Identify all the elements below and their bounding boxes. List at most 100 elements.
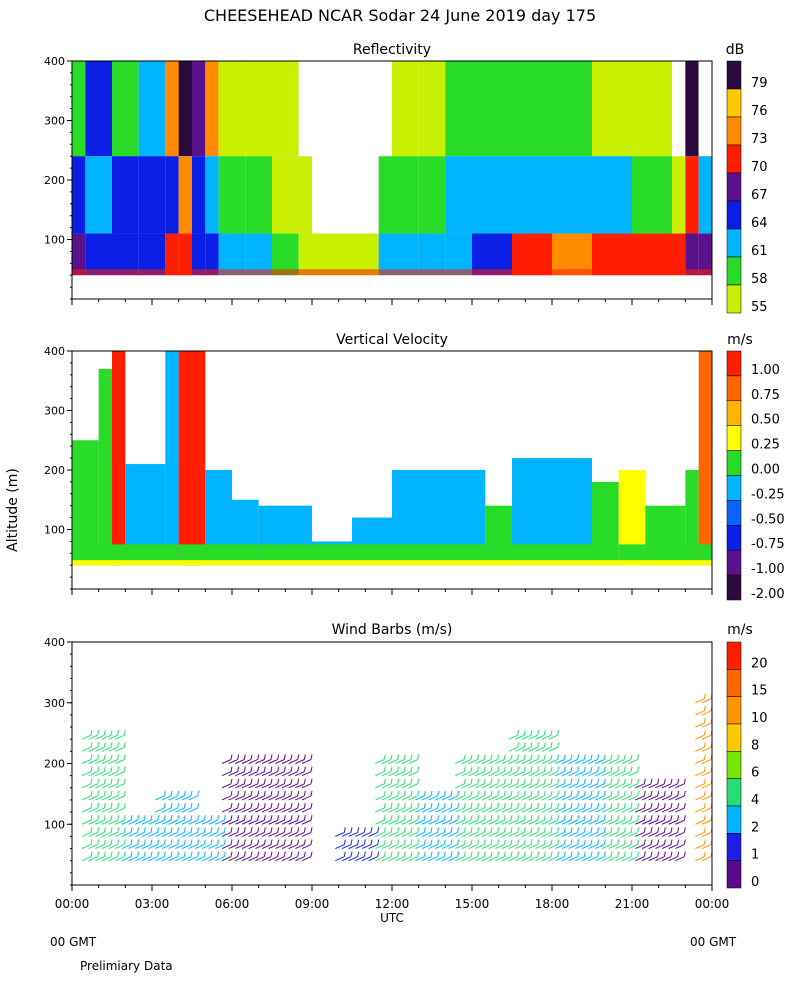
wind-barb [448, 831, 458, 837]
wind-barb [488, 795, 498, 801]
wind-barb [375, 856, 385, 862]
wind-barb-flag [530, 790, 533, 797]
wind-barb [608, 844, 618, 850]
velocity-low-layer [698, 544, 712, 566]
wind-barb-flag [670, 778, 673, 784]
wind-barb-flag [350, 839, 353, 845]
wind-barb [595, 795, 605, 801]
wind-barb-flag [243, 803, 246, 809]
wind-barb [621, 856, 632, 862]
wind-barb-flag [670, 803, 673, 809]
colorbar-swatch [726, 116, 742, 146]
wind-barb [388, 856, 398, 862]
wind-barb-flag [703, 778, 706, 784]
wind-barb-flag [703, 730, 706, 736]
wind-barb-flag [570, 754, 573, 760]
wind-barb-flag [643, 790, 646, 797]
wind-barb [155, 831, 165, 837]
wind-barb [601, 819, 612, 825]
wind-barb-flag [457, 790, 460, 797]
wind-barb [621, 795, 632, 801]
wind-barb [361, 831, 372, 837]
wind-barb [515, 856, 525, 862]
wind-barb-flag [303, 778, 306, 784]
reflectivity-band-top [192, 61, 206, 157]
wind-barb [295, 771, 305, 777]
wind-barb [535, 746, 545, 752]
wind-barb-flag [383, 766, 386, 772]
wind-barb-flag [230, 851, 233, 857]
wind-barb [268, 795, 278, 801]
wind-barb [515, 771, 525, 777]
wind-barb-flag [463, 815, 466, 821]
wind-barb [541, 771, 552, 777]
wind-barb [501, 759, 512, 764]
wind-barb-flag [417, 754, 420, 760]
wind-barb-flag [230, 827, 233, 833]
wind-barb [241, 807, 252, 813]
wind-barb [521, 831, 532, 837]
velocity-low-layer [352, 544, 392, 566]
wind-barb-flag [110, 766, 113, 772]
wind-barb-flag [570, 851, 573, 857]
wind-barb-flag [557, 730, 560, 736]
wind-barb-flag [123, 754, 126, 760]
wind-barb [668, 844, 678, 850]
wind-barb-flag [510, 766, 513, 772]
colorbar-label: -1.00 [751, 562, 785, 577]
colorbar-label: 10 [751, 711, 768, 726]
wind-barb-flag [677, 803, 680, 809]
wind-barb-flag [630, 803, 633, 809]
wind-barb-flag [150, 851, 153, 857]
wind-barb-flag [590, 851, 593, 857]
wind-barb [261, 771, 272, 777]
wind-barb [288, 819, 298, 825]
wind-barb-flag [597, 827, 600, 833]
wind-barb-flag [537, 851, 540, 857]
wind-barb [695, 856, 705, 862]
wind-barb [408, 783, 418, 789]
wind-barb-flag [303, 803, 306, 809]
wind-barb [268, 783, 278, 789]
wind-barb [241, 819, 252, 825]
velocity-low-layer [178, 544, 206, 566]
wind-barb-flag [110, 827, 113, 833]
wind-barb-flag [117, 839, 120, 845]
wind-barb [608, 771, 618, 777]
wind-barb [561, 819, 572, 825]
wind-barb-flag [477, 790, 480, 797]
wind-barb [141, 844, 152, 850]
wind-barb-flag [237, 766, 240, 772]
wind-barb [648, 856, 658, 862]
wind-barb [88, 819, 98, 825]
reflectivity-band-top [205, 61, 219, 157]
wind-barb-flag [403, 815, 406, 821]
wind-barb [255, 759, 265, 764]
wind-barb-flag [577, 815, 580, 821]
wind-barb-flag [583, 754, 586, 760]
wind-barb-flag [410, 778, 413, 784]
wind-barb [661, 807, 672, 813]
wind-barb [581, 856, 592, 862]
wind-barb-flag [403, 766, 406, 772]
reflectivity-band-low [685, 233, 699, 276]
wind-barb [415, 856, 425, 862]
wind-barb-flag [90, 766, 93, 772]
wind-barb [241, 759, 252, 764]
wind-barb-flag [263, 790, 266, 797]
wind-barb-flag [230, 815, 233, 821]
wind-barb-flag [657, 803, 660, 809]
reflectivity-band-top [138, 61, 166, 157]
wind-barb-flag [250, 827, 253, 833]
wind-barb-flag [250, 851, 253, 857]
wind-barb-flag [617, 815, 620, 821]
wind-barb-flag [390, 803, 393, 809]
wind-barb [355, 844, 365, 850]
wind-barb-flag [657, 778, 660, 784]
wind-barb [95, 819, 105, 825]
wind-barb [575, 795, 585, 801]
wind-barb-flag [457, 803, 460, 809]
wind-barb [455, 807, 465, 813]
wind-barb-flag [423, 851, 426, 857]
wind-barb-flag [403, 778, 406, 784]
